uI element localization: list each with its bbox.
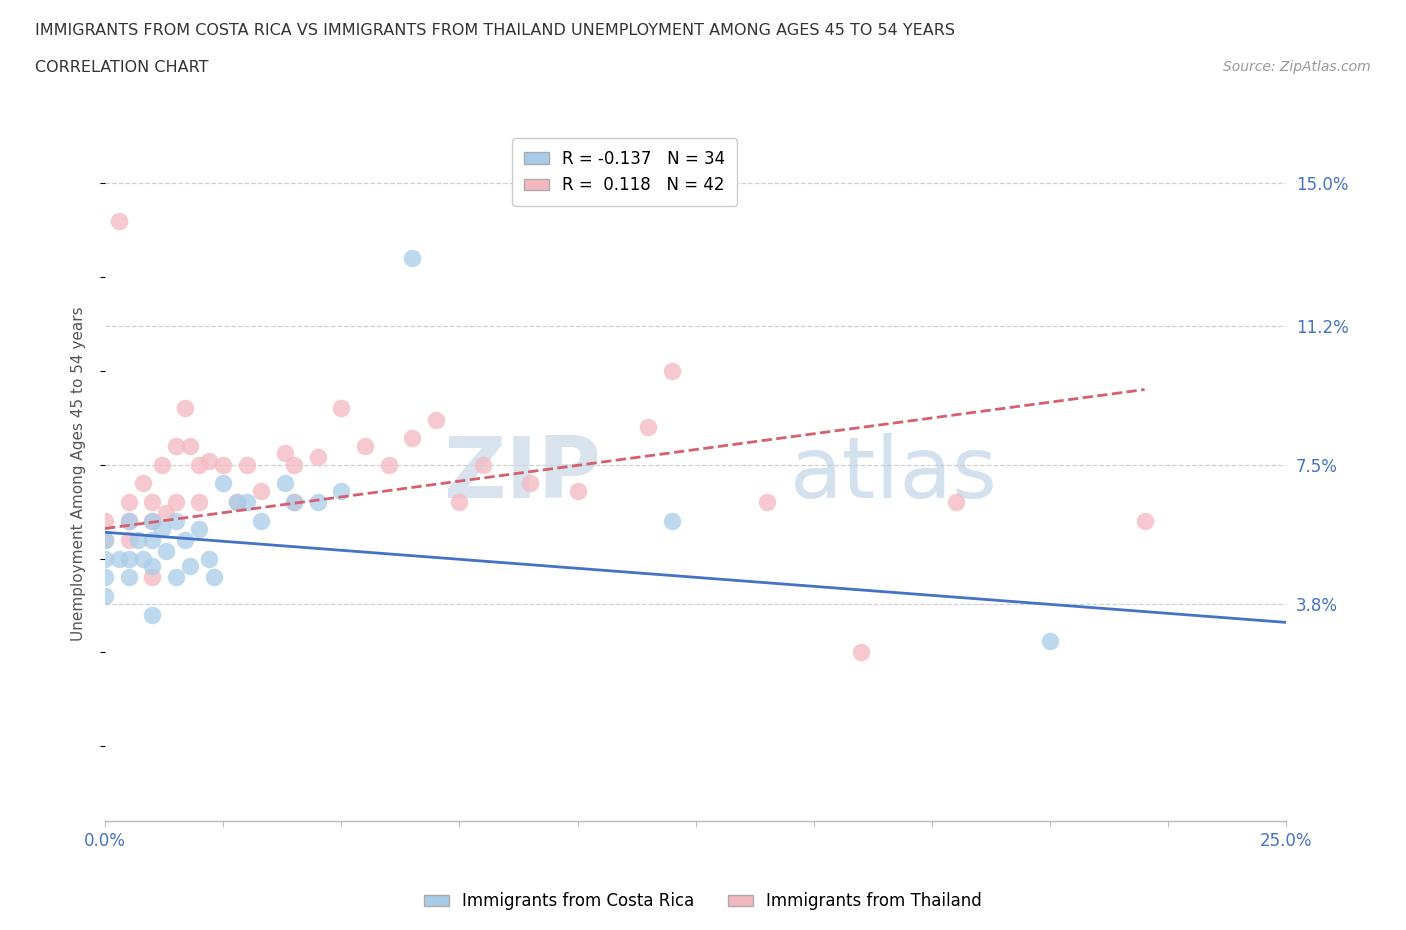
Point: [377, 458, 399, 472]
Point: [141, 513, 163, 528]
Point: [849, 645, 872, 660]
Point: [401, 431, 423, 445]
Point: [212, 476, 235, 491]
Point: [250, 513, 273, 528]
Point: [202, 570, 225, 585]
Text: atlas: atlas: [790, 432, 998, 515]
Point: [94, 551, 117, 566]
Legend: R = -0.137   N = 34, R =  0.118   N = 42: R = -0.137 N = 34, R = 0.118 N = 42: [512, 139, 737, 206]
Point: [188, 521, 211, 536]
Point: [141, 532, 163, 547]
Point: [165, 495, 187, 510]
Point: [141, 559, 163, 574]
Point: [661, 513, 683, 528]
Point: [425, 412, 447, 427]
Point: [235, 458, 257, 472]
Point: [283, 495, 305, 510]
Point: [155, 544, 177, 559]
Y-axis label: Unemployment Among Ages 45 to 54 years: Unemployment Among Ages 45 to 54 years: [72, 307, 86, 642]
Point: [755, 495, 778, 510]
Point: [307, 450, 329, 465]
Point: [179, 438, 201, 453]
Text: IMMIGRANTS FROM COSTA RICA VS IMMIGRANTS FROM THAILAND UNEMPLOYMENT AMONG AGES 4: IMMIGRANTS FROM COSTA RICA VS IMMIGRANTS…: [35, 23, 955, 38]
Point: [94, 532, 117, 547]
Point: [283, 458, 305, 472]
Point: [945, 495, 967, 510]
Point: [108, 213, 131, 228]
Point: [94, 532, 117, 547]
Point: [165, 513, 187, 528]
Legend: Immigrants from Costa Rica, Immigrants from Thailand: Immigrants from Costa Rica, Immigrants f…: [418, 885, 988, 917]
Point: [519, 476, 541, 491]
Point: [449, 495, 471, 510]
Point: [117, 570, 139, 585]
Point: [141, 513, 163, 528]
Point: [273, 476, 295, 491]
Point: [94, 570, 117, 585]
Point: [273, 446, 295, 461]
Point: [198, 454, 221, 469]
Point: [132, 551, 155, 566]
Point: [637, 419, 659, 434]
Point: [401, 250, 423, 265]
Point: [212, 458, 235, 472]
Point: [141, 495, 163, 510]
Point: [354, 438, 377, 453]
Text: Source: ZipAtlas.com: Source: ZipAtlas.com: [1223, 60, 1371, 74]
Point: [174, 401, 197, 416]
Point: [472, 458, 495, 472]
Point: [198, 551, 221, 566]
Point: [117, 532, 139, 547]
Point: [188, 495, 211, 510]
Point: [226, 495, 249, 510]
Point: [661, 364, 683, 379]
Point: [150, 521, 173, 536]
Point: [1039, 633, 1062, 648]
Point: [330, 401, 353, 416]
Point: [117, 551, 139, 566]
Point: [283, 495, 305, 510]
Point: [141, 570, 163, 585]
Point: [567, 484, 589, 498]
Point: [188, 458, 211, 472]
Point: [165, 570, 187, 585]
Point: [117, 513, 139, 528]
Point: [1133, 513, 1156, 528]
Point: [179, 559, 201, 574]
Point: [165, 438, 187, 453]
Text: ZIP: ZIP: [443, 432, 602, 515]
Point: [117, 495, 139, 510]
Point: [155, 506, 177, 521]
Text: CORRELATION CHART: CORRELATION CHART: [35, 60, 208, 75]
Point: [108, 551, 131, 566]
Point: [330, 484, 353, 498]
Point: [117, 513, 139, 528]
Point: [132, 476, 155, 491]
Point: [235, 495, 257, 510]
Point: [226, 495, 249, 510]
Point: [94, 513, 117, 528]
Point: [307, 495, 329, 510]
Point: [174, 532, 197, 547]
Point: [94, 589, 117, 604]
Point: [127, 532, 149, 547]
Point: [141, 607, 163, 622]
Point: [150, 458, 173, 472]
Point: [250, 484, 273, 498]
